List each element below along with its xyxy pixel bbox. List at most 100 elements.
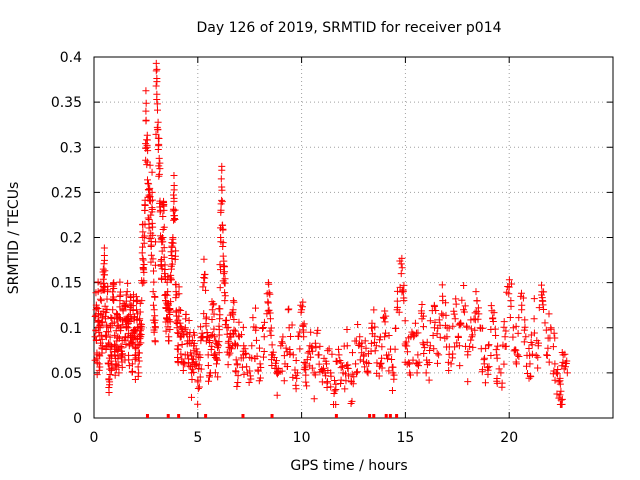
data-point (460, 281, 468, 289)
data-point (267, 331, 275, 339)
data-point (435, 351, 443, 359)
data-point (185, 317, 193, 325)
data-point (539, 301, 547, 309)
data-point (190, 339, 198, 347)
data-point (177, 307, 185, 315)
data-point (269, 348, 277, 356)
data-point (458, 296, 466, 304)
data-point (122, 291, 130, 299)
data-point (400, 297, 408, 305)
data-point (330, 389, 338, 397)
data-point (204, 333, 212, 341)
data-point (252, 336, 260, 344)
data-point (97, 339, 105, 347)
data-point (118, 350, 126, 358)
data-point (108, 364, 116, 372)
data-point (390, 371, 398, 379)
data-point (156, 165, 164, 173)
data-point (344, 364, 352, 372)
data-point (278, 338, 286, 346)
data-point (514, 351, 522, 359)
data-point (534, 364, 542, 372)
data-point (230, 298, 238, 306)
data-point (474, 315, 482, 323)
data-point (485, 363, 493, 371)
data-point (243, 363, 251, 371)
y-tick-label: 0.05 (51, 366, 82, 382)
data-point (140, 277, 148, 285)
data-point (353, 368, 361, 376)
data-point (279, 333, 287, 341)
y-axis-label: SRMTID / TECUs (6, 182, 22, 295)
data-point (159, 212, 167, 220)
data-point (219, 239, 227, 247)
data-point (370, 338, 378, 346)
data-point (315, 351, 323, 359)
data-point (167, 298, 175, 306)
data-point (167, 248, 175, 256)
data-point (119, 307, 127, 315)
data-point (433, 359, 441, 367)
data-point (254, 367, 262, 375)
data-point (218, 221, 226, 229)
data-point (142, 156, 150, 164)
data-point (260, 347, 268, 355)
data-point (405, 359, 413, 367)
data-point (553, 390, 561, 398)
data-point (426, 342, 434, 350)
zero-marker (166, 414, 170, 418)
data-point (215, 349, 223, 357)
data-point (189, 336, 197, 344)
data-point (94, 305, 102, 313)
data-point (141, 232, 149, 240)
data-point (493, 374, 501, 382)
data-point (472, 288, 480, 296)
data-point (419, 323, 427, 331)
x-tick-labels: 0 5 10 15 20 (90, 430, 519, 446)
data-point (106, 333, 114, 341)
data-point (181, 351, 189, 359)
data-point (217, 266, 225, 274)
data-point (140, 239, 148, 247)
data-point (364, 367, 372, 375)
data-point (92, 301, 100, 309)
data-point (134, 372, 142, 380)
data-point (556, 377, 564, 385)
data-point (92, 337, 100, 344)
data-point (100, 256, 108, 264)
data-point (397, 270, 405, 278)
data-point (149, 255, 157, 263)
data-point (206, 339, 214, 347)
data-point (473, 297, 481, 305)
data-point (498, 379, 506, 387)
data-point (235, 318, 243, 326)
y-tick-label: 0.3 (60, 140, 82, 156)
data-point (153, 65, 161, 73)
data-point (128, 360, 136, 368)
x-tick-label: 0 (90, 430, 99, 446)
data-point (151, 312, 159, 320)
data-point (484, 370, 492, 378)
data-point (360, 352, 368, 360)
data-point (204, 351, 212, 359)
data-point (519, 294, 527, 302)
data-point (221, 292, 229, 300)
data-point (352, 337, 360, 345)
data-point (219, 252, 227, 260)
data-point (92, 289, 100, 297)
data-point (492, 332, 500, 340)
data-point (331, 376, 339, 384)
data-point (98, 332, 106, 340)
data-point (273, 391, 281, 399)
data-point (136, 335, 144, 343)
data-point (376, 333, 384, 341)
data-point (170, 181, 178, 189)
zero-marker (241, 414, 245, 418)
data-point (239, 323, 247, 331)
data-point (143, 136, 151, 144)
data-point (235, 332, 243, 340)
data-point (464, 348, 472, 356)
data-point (451, 343, 459, 351)
data-point (155, 172, 163, 180)
data-point (200, 255, 208, 263)
